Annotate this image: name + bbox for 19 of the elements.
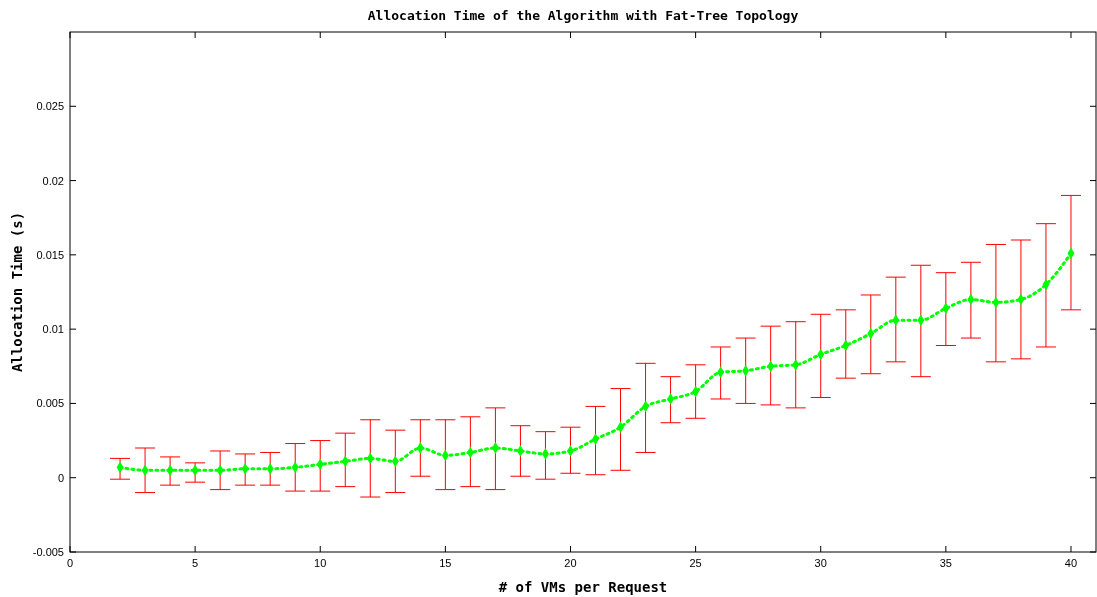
- x-axis-title: # of VMs per Request: [498, 579, 668, 595]
- y-tick-label: 0.02: [42, 174, 64, 187]
- x-tick-label: 20: [564, 557, 577, 569]
- y-tick-label: 0.01: [42, 323, 64, 336]
- x-tick-label: 25: [689, 557, 702, 569]
- x-tick-label: 35: [939, 557, 952, 569]
- x-tick-label: 5: [192, 557, 199, 569]
- x-tick-label: 40: [1064, 557, 1078, 569]
- x-tick-label: 30: [814, 557, 827, 569]
- y-tick-label: 0.005: [36, 397, 64, 410]
- y-axis-title: Allocation Time (s): [9, 211, 25, 373]
- y-tick-label: 0.025: [36, 100, 64, 113]
- y-tick-label: -0.005: [32, 546, 64, 558]
- x-tick-label: 15: [439, 557, 452, 569]
- chart-title: Allocation Time of the Algorithm with Fat-Tree Topology: [367, 8, 799, 23]
- x-tick-label: 10: [314, 557, 327, 569]
- x-tick-label: 0: [66, 557, 74, 569]
- y-tick-label: 0.015: [36, 248, 64, 261]
- y-tick-label: 0: [57, 471, 64, 484]
